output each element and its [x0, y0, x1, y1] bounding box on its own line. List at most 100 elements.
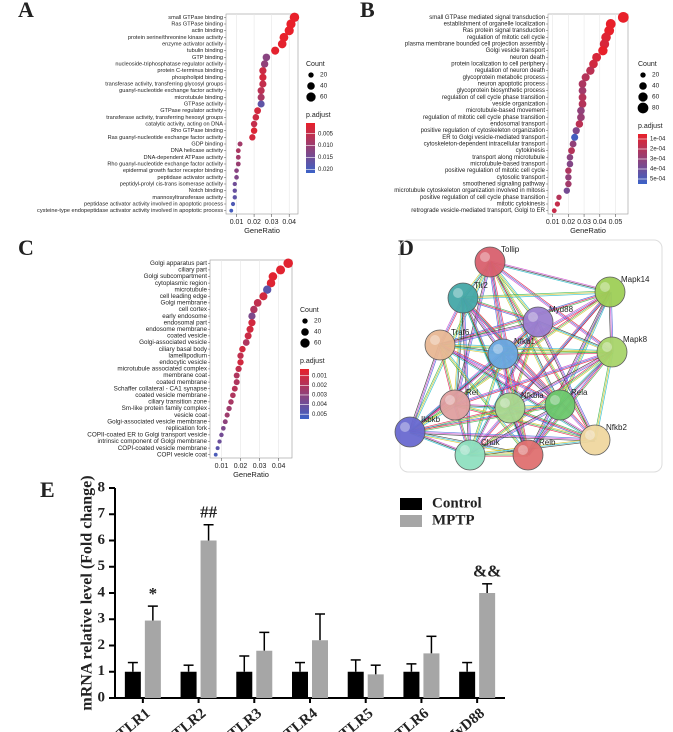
- edge: [409, 403, 560, 432]
- edge: [455, 403, 596, 440]
- dot: [259, 67, 267, 75]
- node-shine: [550, 395, 560, 405]
- x-axis-label: GeneRatio: [233, 470, 269, 479]
- edge: [439, 345, 560, 407]
- category-label: neuron apoptotic process: [478, 82, 545, 88]
- dot: [232, 188, 237, 193]
- edge: [489, 262, 610, 294]
- bar: [180, 671, 197, 698]
- category-label: glycoprotein biosynthetic process: [457, 88, 545, 94]
- category-label: Golgi vesicle transport: [486, 48, 546, 54]
- category-label: Golgi membrane: [160, 300, 207, 307]
- dot: [566, 154, 574, 161]
- edge: [454, 405, 595, 442]
- edge: [463, 297, 472, 455]
- edge: [454, 404, 596, 441]
- category-label: Golgi-associated vesicle: [139, 339, 207, 346]
- category-label: GTPase regulator activity: [160, 108, 223, 114]
- edge: [462, 290, 610, 298]
- x-tick-label: TLR4: [281, 705, 321, 732]
- category-label: coated membrane: [156, 379, 207, 386]
- bar: [200, 540, 217, 698]
- dot: [551, 208, 557, 214]
- edge: [440, 343, 596, 440]
- dot: [257, 87, 265, 95]
- panel-letter: B: [360, 0, 375, 22]
- edge: [488, 262, 595, 441]
- bar: [144, 620, 161, 698]
- category-label: microtubule: [174, 286, 207, 293]
- edge: [468, 353, 503, 455]
- x-tick-label: MyD88: [441, 705, 488, 732]
- colorbar-label: 0.001: [312, 373, 328, 379]
- category-label: protein localization to cell periphery: [451, 62, 545, 68]
- x-tick-label: 0.02: [562, 219, 576, 226]
- category-label: transport along microtubule: [472, 155, 545, 161]
- edge: [490, 260, 611, 292]
- edge: [470, 352, 613, 457]
- category-label: cytosolic transport: [497, 175, 546, 181]
- bar: [256, 650, 273, 698]
- node: [544, 389, 576, 421]
- category-label: microtubule cytoskeleton organization in…: [394, 188, 545, 194]
- category-label: ER to Golgi vesicle-mediated transport: [442, 135, 545, 141]
- dot: [213, 452, 218, 457]
- node-label: Traf6: [451, 328, 470, 337]
- dot: [229, 208, 234, 213]
- legend-label: 40: [314, 329, 322, 336]
- legend-label: 20: [320, 72, 328, 79]
- x-tick-label: TLR3: [225, 705, 265, 732]
- dot: [232, 181, 237, 187]
- plot-frame: [547, 13, 629, 215]
- colorbar-label: 0.004: [312, 402, 328, 408]
- node-shine: [493, 344, 503, 354]
- node-label: Tlr2: [474, 281, 488, 290]
- dot: [556, 194, 562, 201]
- dot: [563, 187, 570, 194]
- legend-title: Count: [306, 61, 325, 68]
- category-label: ciliary basal body: [159, 346, 208, 353]
- dot: [578, 93, 587, 102]
- legend-label: 80: [652, 105, 660, 112]
- category-label: regulation of mitotic cell cycle phase t…: [423, 115, 545, 121]
- dot: [253, 299, 262, 307]
- x-tick-label: 0.02: [247, 219, 261, 226]
- node-shine: [602, 342, 612, 352]
- node-label: Chuk: [481, 438, 501, 447]
- category-label: small GTPase mediated signal transductio…: [429, 15, 545, 21]
- category-label: Ras guanyl-nucleotide exchange factor ac…: [108, 135, 224, 141]
- edge: [454, 350, 612, 405]
- legend-title: p.adjust: [306, 112, 331, 119]
- colorbar-label: 0.005: [312, 412, 328, 418]
- dot: [578, 86, 587, 95]
- x-axis-label: GeneRatio: [244, 226, 280, 235]
- x-tick-label: TLR2: [170, 705, 210, 732]
- network-frame: [399, 239, 663, 473]
- legend-title: Count: [300, 307, 319, 314]
- category-label: membrane coat: [163, 372, 207, 379]
- legend-label: MPTP: [432, 512, 475, 528]
- category-label: catalytic activity, acting on DNA: [145, 121, 223, 127]
- y-tick-label: 5: [98, 558, 106, 574]
- category-label: GDP binding: [191, 141, 223, 147]
- node-shine: [430, 335, 440, 345]
- category-label: cell cortex: [179, 306, 208, 313]
- x-tick-label: 0.02: [234, 463, 248, 470]
- node-shine: [585, 430, 595, 440]
- category-label: Notch binding: [189, 188, 223, 194]
- dot: [234, 175, 239, 180]
- node-label: Myd88: [549, 305, 574, 314]
- node-shine: [528, 312, 538, 322]
- colorbar-label: 0.003: [312, 393, 328, 399]
- category-label: ciliary part: [178, 267, 207, 274]
- dot: [232, 195, 237, 200]
- legend-label: 20: [314, 318, 322, 325]
- y-axis-label: mRNA relative level (Fold change): [79, 475, 96, 710]
- node-shine: [518, 445, 528, 455]
- colorbar-label: 0.015: [318, 155, 334, 161]
- node: [394, 416, 426, 448]
- node-label: Mapk8: [623, 335, 648, 344]
- colorbar-label: 5e-04: [650, 177, 666, 183]
